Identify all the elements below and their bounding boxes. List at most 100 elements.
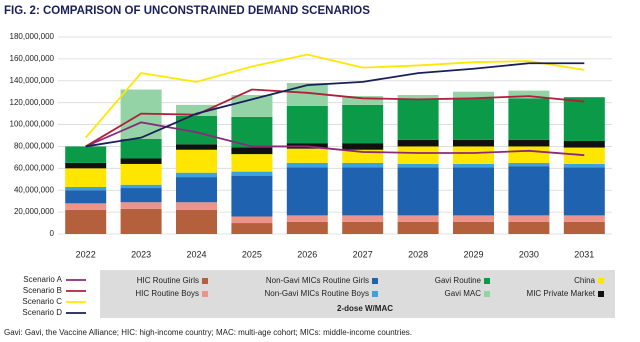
x-tick-label: 2023: [131, 249, 151, 259]
bar-segment: [508, 215, 550, 222]
bar-segment: [176, 172, 217, 178]
y-tick-label: 40,000,000: [14, 185, 55, 194]
bar-segment: [397, 167, 439, 216]
y-tick-label: 120,000,000: [10, 98, 55, 107]
legend-swatch: [598, 291, 604, 297]
legend-label: Scenario C: [22, 297, 62, 306]
bar-segment: [65, 190, 107, 204]
legend-label: MIC Private Market: [527, 289, 596, 298]
bar-segment: [120, 158, 162, 164]
bar-segment: [453, 215, 494, 222]
legend-swatch: [484, 291, 490, 297]
bar-segment: [231, 175, 273, 217]
bar-segment: [231, 147, 273, 155]
legend-swatch: [202, 291, 208, 297]
legend-label: China: [574, 276, 595, 285]
bar-segment: [286, 215, 328, 222]
x-tick-label: 2024: [186, 249, 206, 259]
bar-segment: [342, 162, 384, 168]
legend-label: HIC Routine Girls: [137, 276, 199, 285]
bar-segment: [65, 209, 107, 234]
bar-segment: [286, 105, 328, 144]
y-tick-label: 180,000,000: [10, 32, 55, 41]
bar-segment: [120, 188, 162, 203]
bar-segment: [508, 166, 550, 216]
bar-segment: [286, 148, 328, 163]
legend-label: Scenario D: [22, 308, 62, 317]
bar-segment: [286, 162, 328, 168]
y-tick-label: 80,000,000: [14, 142, 55, 151]
footnote: Gavi: Gavi, the Vaccine Alliance; HIC: h…: [4, 328, 412, 337]
legend-swatch: [598, 278, 604, 284]
x-tick-label: 2030: [519, 249, 539, 259]
bar-segment: [563, 147, 605, 164]
bar-segment: [176, 177, 217, 203]
bar-segment: [286, 167, 328, 216]
bar-segment: [397, 139, 439, 147]
scenario-line: [85, 53, 585, 139]
bar-segment: [508, 98, 550, 140]
bar-segment: [65, 203, 107, 210]
legend-label: Non-Gavi MICs Routine Girls: [266, 276, 369, 285]
bar-segment: [563, 221, 605, 234]
bar-segment: [342, 96, 384, 105]
bar-segment: [286, 221, 328, 234]
bar-segment: [508, 221, 550, 234]
legend-label: Scenario B: [23, 286, 62, 295]
bar-segment: [342, 143, 384, 150]
bar-segment: [231, 154, 273, 172]
bar-segment: [563, 167, 605, 216]
legend-label: Non-Gavi MICs Routine Boys: [265, 289, 369, 298]
bar-segment: [176, 104, 217, 116]
bar-segment: [120, 163, 162, 185]
bar-segment: [397, 99, 439, 140]
x-tick-label: 2029: [463, 249, 483, 259]
bar-segment: [231, 171, 273, 176]
legend-box: [100, 270, 615, 318]
x-tick-label: 2025: [242, 249, 262, 259]
bar-segment: [508, 146, 550, 163]
bar-segment: [563, 140, 605, 148]
y-tick-label: 0: [50, 229, 55, 238]
bar-segment: [342, 221, 384, 234]
x-tick-label: 2026: [297, 249, 317, 259]
legend-label: HIC Routine Boys: [135, 289, 199, 298]
bar-segment: [563, 97, 605, 141]
bar-segment: [397, 215, 439, 222]
legend-subtitle: 2-dose W/MAC: [337, 304, 393, 313]
y-tick-label: 140,000,000: [10, 76, 55, 85]
bar-segment: [176, 149, 217, 173]
bar-segment: [120, 202, 162, 209]
bar-segment: [65, 168, 107, 187]
bar-segment: [563, 163, 605, 168]
bar-segment: [453, 167, 494, 216]
bar-segment: [453, 146, 494, 164]
bar-segment: [176, 202, 217, 210]
bar-segment: [397, 95, 439, 100]
y-tick-label: 20,000,000: [14, 207, 55, 216]
bar-segment: [342, 215, 384, 222]
bar-segment: [508, 90, 550, 99]
bar-segment: [231, 95, 273, 117]
bar-segment: [453, 98, 494, 140]
x-tick-label: 2028: [408, 249, 428, 259]
bar-segment: [120, 138, 162, 159]
x-tick-label: 2031: [574, 249, 594, 259]
scenario-line: [85, 121, 585, 157]
bar-segment: [453, 91, 494, 99]
legend-swatch: [372, 291, 378, 297]
bar-segment: [65, 146, 107, 163]
bar-segment: [342, 104, 384, 144]
bar-segment: [397, 221, 439, 234]
y-tick-label: 100,000,000: [10, 120, 55, 129]
bar-segment: [65, 162, 107, 169]
bar-segment: [563, 215, 605, 222]
y-tick-label: 60,000,000: [14, 163, 55, 172]
chart-title: FIG. 2: COMPARISON OF UNCONSTRAINED DEMA…: [4, 5, 370, 17]
x-tick-label: 2027: [353, 249, 373, 259]
legend-swatch: [202, 278, 208, 284]
legend-label: Gavi Routine: [435, 276, 482, 285]
bar-segment: [453, 221, 494, 234]
bar-segment: [176, 209, 217, 234]
scenario-line: [85, 62, 585, 148]
